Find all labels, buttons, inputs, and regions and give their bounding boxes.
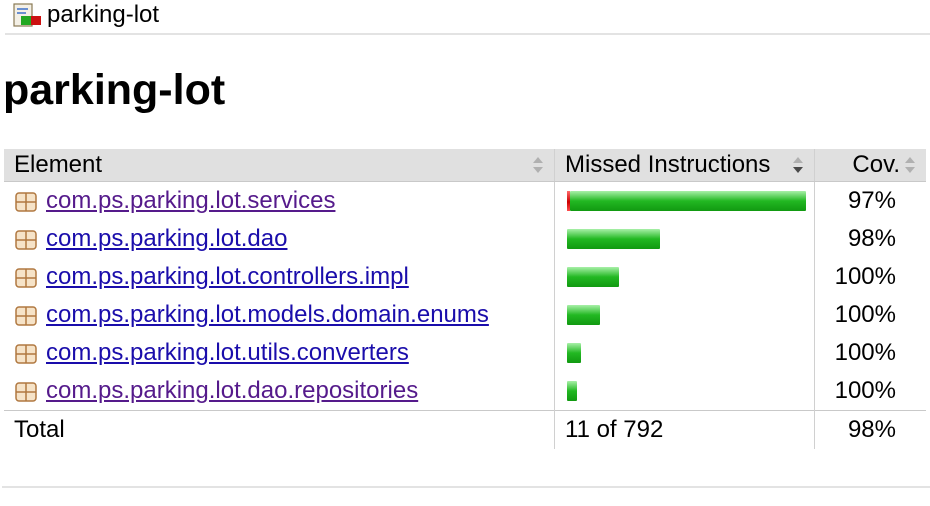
column-header-missed-label: Missed Instructions [565, 151, 771, 178]
missed-instructions-bar-cell [554, 372, 815, 411]
sort-arrows-icon [533, 157, 543, 173]
covered-bar-segment [567, 343, 581, 363]
package-icon [15, 381, 37, 402]
coverage-bar [567, 229, 806, 249]
missed-instructions-bar-cell [554, 334, 815, 372]
table-row: com.ps.parking.lot.models.domain.enums 10… [4, 296, 926, 334]
coverage-percent: 98% [814, 220, 926, 258]
package-link[interactable]: com.ps.parking.lot.controllers.impl [46, 263, 409, 290]
total-row: Total 11 of 792 98% [4, 410, 926, 449]
sort-arrows-icon [905, 157, 915, 173]
coverage-percent: 100% [814, 372, 926, 411]
coverage-bar [567, 191, 806, 211]
element-cell: com.ps.parking.lot.services [4, 182, 555, 221]
coverage-bar [567, 267, 806, 287]
missed-instructions-bar-cell [554, 258, 815, 296]
package-icon [15, 229, 37, 250]
coverage-percent: 100% [814, 258, 926, 296]
coverage-percent: 100% [814, 334, 926, 372]
covered-bar-segment [567, 381, 577, 401]
package-icon [15, 191, 37, 212]
package-icon [15, 305, 37, 326]
missed-instructions-bar-cell [554, 220, 815, 258]
coverage-bar [567, 305, 806, 325]
coverage-bar [567, 343, 806, 363]
coverage-percent: 100% [814, 296, 926, 334]
table-header-row: Element Missed Instructions [4, 149, 926, 182]
column-header-missed-instructions[interactable]: Missed Instructions [554, 149, 815, 182]
element-cell: com.ps.parking.lot.utils.converters [4, 334, 555, 372]
table-row: com.ps.parking.lot.services 97% [4, 181, 926, 221]
table-row: com.ps.parking.lot.utils.converters 100% [4, 334, 926, 372]
report-icon [13, 2, 41, 27]
package-link[interactable]: com.ps.parking.lot.services [46, 187, 336, 214]
element-cell: com.ps.parking.lot.models.domain.enums [4, 296, 555, 334]
covered-bar-segment [570, 191, 806, 211]
missed-bar-segment [567, 191, 570, 211]
total-label: Total [4, 410, 555, 449]
total-missed: 11 of 792 [554, 410, 815, 449]
column-header-element[interactable]: Element [4, 149, 555, 182]
column-header-coverage-label: Cov. [852, 151, 900, 178]
total-coverage: 98% [814, 410, 926, 449]
element-cell: com.ps.parking.lot.dao.repositories [4, 372, 555, 411]
package-link[interactable]: com.ps.parking.lot.utils.converters [46, 339, 409, 366]
footer-divider [2, 486, 930, 488]
coverage-bar [567, 381, 806, 401]
package-link[interactable]: com.ps.parking.lot.dao [46, 225, 288, 252]
covered-bar-segment [567, 305, 600, 325]
column-header-element-label: Element [14, 151, 103, 178]
covered-bar-segment [567, 229, 660, 249]
page-title: parking-lot [3, 66, 226, 114]
element-cell: com.ps.parking.lot.dao [4, 220, 555, 258]
coverage-percent: 97% [814, 181, 926, 220]
element-cell: com.ps.parking.lot.controllers.impl [4, 258, 555, 296]
missed-instructions-bar-cell [554, 296, 815, 334]
table-row: com.ps.parking.lot.dao.repositories 100% [4, 372, 926, 411]
package-icon [15, 343, 37, 364]
table-row: com.ps.parking.lot.controllers.impl 100% [4, 258, 926, 296]
column-header-coverage[interactable]: Cov. [814, 149, 926, 182]
package-link[interactable]: com.ps.parking.lot.dao.repositories [46, 377, 419, 404]
breadcrumb-label: parking-lot [47, 0, 160, 28]
coverage-table: Element Missed Instructions [4, 149, 926, 449]
table-row: com.ps.parking.lot.dao 98% [4, 220, 926, 258]
package-icon [15, 267, 37, 288]
package-link[interactable]: com.ps.parking.lot.models.domain.enums [46, 301, 489, 328]
breadcrumb: parking-lot [5, 0, 930, 35]
missed-instructions-bar-cell [554, 181, 815, 220]
covered-bar-segment [567, 267, 619, 287]
sort-arrows-active-icon [793, 157, 803, 173]
